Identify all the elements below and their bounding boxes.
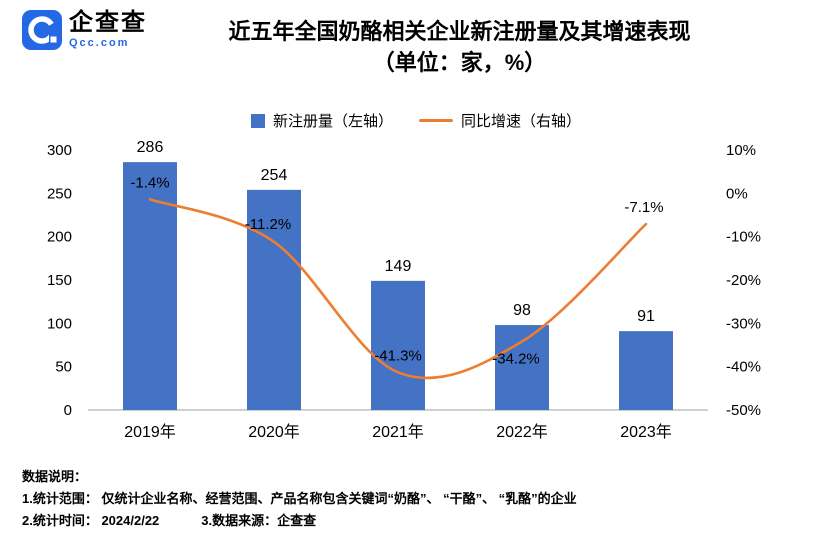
x-axis-label: 2021年 (372, 423, 424, 441)
growth-value-label: -34.2% (492, 351, 540, 368)
growth-line (148, 198, 648, 380)
qcc-logo-text: 企查查 Qcc.com (69, 9, 147, 50)
bar-value-label: 254 (261, 167, 288, 184)
line-legend-label: 同比增速（右轴） (461, 113, 582, 130)
notes-scope: 1.统计范围： 仅统计企业名称、经营范围、产品名称包含关键词“奶酪”、 “干酪”… (22, 491, 577, 506)
right-axis-tick: -50% (726, 402, 761, 419)
chart-title: 近五年全国奶酪相关企业新注册量及其增速表现 （单位：家，%） (95, 16, 824, 78)
bar-legend-swatch (250, 113, 265, 128)
right-axis-tick: 10% (726, 142, 756, 159)
notes-date: 2.统计时间： 2024/2/22 (22, 513, 160, 528)
x-axis-label: 2023年 (620, 423, 672, 441)
growth-value-label: -11.2% (245, 216, 291, 233)
x-axis-label: 2022年 (496, 423, 548, 441)
growth-value-label: -1.4% (130, 174, 169, 191)
growth-value-label: -7.1% (624, 199, 663, 216)
bar-2020年 (247, 189, 301, 410)
growth-value-label: -41.3% (374, 347, 422, 364)
left-axis-tick: 50 (55, 359, 72, 376)
right-axis-tick: 0% (726, 185, 748, 202)
bar-2022年 (495, 325, 549, 410)
notes-meta: 2.统计时间： 2024/2/22 3.数据来源：企查查 (22, 510, 816, 532)
left-axis-tick: 100 (47, 315, 72, 332)
left-axis-tick: 0 (64, 402, 72, 419)
brand-domain: Qcc.com (69, 37, 130, 49)
x-axis-label: 2019年 (124, 423, 176, 441)
data-notes: 数据说明： 1.统计范围： 仅统计企业名称、经营范围、产品名称包含关键词“奶酪”… (22, 466, 816, 532)
left-axis-tick: 200 (47, 229, 72, 246)
bar-legend-label: 新注册量（左轴） (272, 113, 393, 130)
right-axis-tick: -40% (726, 359, 761, 376)
chart-title-line2: （单位：家，%） (372, 50, 547, 75)
bar-2023年 (619, 331, 673, 410)
combo-chart: 300 250 200 150 100 50 0 10% 0% -10% -20% -30% -40% -… (47, 139, 761, 441)
bar-value-label: 286 (137, 139, 164, 156)
bar-value-label: 98 (513, 302, 531, 319)
notes-heading: 数据说明： (22, 469, 88, 484)
right-axis-tick: -20% (726, 272, 761, 289)
chart-legend: 新注册量（左轴） 同比增速（右轴） (0, 110, 832, 131)
bar-value-label: 149 (385, 258, 412, 275)
brand-name: 企查查 (69, 9, 147, 36)
left-axis-tick: 300 (47, 142, 72, 159)
chart-title-line1: 近五年全国奶酪相关企业新注册量及其增速表现 (228, 19, 691, 44)
right-axis-tick: -10% (726, 229, 761, 246)
qcc-logo: 企查查 Qcc.com (22, 10, 147, 50)
left-axis-tick: 250 (47, 185, 72, 202)
notes-source: 3.数据来源：企查查 (201, 513, 317, 528)
qcc-logo-icon (22, 10, 62, 50)
line-legend-swatch (419, 119, 453, 122)
right-axis-tick: -30% (726, 315, 761, 332)
left-axis-tick: 150 (47, 272, 72, 289)
bar-value-label: 91 (637, 308, 655, 325)
bar-2021年 (371, 280, 425, 410)
x-axis-label: 2020年 (248, 423, 300, 441)
